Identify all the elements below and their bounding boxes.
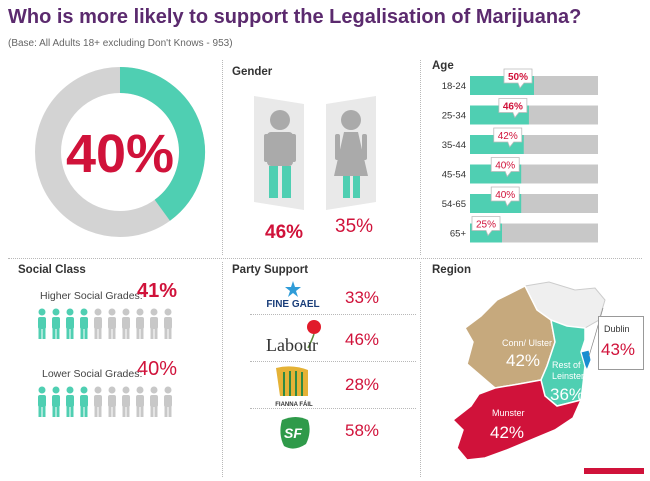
higher-grades-people	[38, 308, 172, 339]
person-icon	[66, 308, 74, 339]
region-dublin-label: Dublin	[604, 324, 630, 334]
region-dublin-value: 43%	[601, 340, 636, 359]
age-data-label: 50%	[508, 72, 528, 83]
region-title: Region	[432, 264, 471, 276]
age-callout	[503, 68, 533, 89]
region-dublin	[580, 349, 592, 372]
party-fine-gael-value: 33%	[345, 288, 380, 307]
age-chart: 18-24 50% 25-34 46% 35-44 42% 45-54 40% 54-65 40%…	[442, 68, 598, 243]
age-tick-label: 18-24	[442, 81, 466, 92]
fianna-fail-logo: FIANNA FÁIL	[275, 366, 313, 408]
person-icon	[94, 386, 102, 417]
divider	[8, 258, 642, 259]
fine-gael-wordmark: FINE GAEL	[266, 299, 319, 310]
age-data-label: 40%	[495, 161, 515, 172]
overall-donut: 40%	[35, 67, 205, 237]
region-munster-value: 42%	[490, 423, 525, 442]
age-callout	[471, 216, 501, 237]
fine-gael-logo: FINE GAEL	[266, 281, 320, 310]
age-callout	[490, 157, 520, 178]
age-data-label: 46%	[503, 102, 523, 113]
fianna-fail-wordmark: FIANNA FÁIL	[275, 401, 313, 408]
party-title: Party Support	[232, 264, 309, 276]
age-tick-label: 45-54	[442, 170, 466, 181]
age-data-label: 42%	[498, 131, 518, 142]
person-icon	[52, 386, 60, 417]
lower-grades-value: 40%	[137, 358, 178, 380]
person-icon	[122, 308, 130, 339]
higher-grades-value: 41%	[137, 280, 178, 302]
person-icon	[66, 386, 74, 417]
gender-female-value: 35%	[335, 216, 374, 237]
party-labour-value: 46%	[345, 330, 380, 349]
person-icon	[164, 308, 172, 339]
social-title: Social Class	[18, 264, 86, 276]
donut-arc	[119, 67, 205, 221]
dublin-callout	[598, 316, 644, 370]
person-icon	[108, 308, 116, 339]
region-rest-of-leinster	[540, 318, 586, 407]
person-icon	[52, 308, 60, 339]
sinn-fein-logo: SF	[280, 417, 310, 449]
divider	[222, 262, 223, 477]
person-icon	[108, 386, 116, 417]
sinn-fein-wordmark: SF	[284, 425, 302, 441]
person-icon	[150, 308, 158, 339]
person-icon	[150, 386, 158, 417]
age-callout	[498, 98, 528, 119]
age-callout	[490, 186, 520, 207]
person-icon	[164, 386, 172, 417]
age-callout	[493, 127, 523, 148]
labour-logo: Labour	[266, 320, 321, 355]
overall-value: 40%	[66, 124, 174, 184]
region-munster	[451, 379, 583, 461]
age-data-label: 25%	[476, 220, 496, 231]
male-icon	[264, 110, 296, 198]
age-tick-label: 35-44	[442, 140, 466, 151]
age-tick-label: 65+	[450, 229, 467, 240]
divider	[222, 60, 223, 255]
gender-male-value: 46%	[265, 222, 304, 243]
age-data-label: 40%	[495, 190, 515, 201]
party-divider	[250, 408, 416, 409]
lower-grades-label: Lower Social Grades:	[42, 368, 143, 380]
divider	[420, 60, 421, 255]
region-munster-label: Munster	[492, 408, 525, 418]
party-divider	[250, 314, 416, 315]
page-title: Who is more likely to support the Legali…	[8, 6, 582, 28]
region-conn-label: Conn/ Ulster	[502, 338, 553, 348]
age-tick-label: 25-34	[442, 111, 466, 122]
decorative-accent	[584, 468, 644, 474]
person-icon	[38, 386, 46, 417]
person-icon	[136, 386, 144, 417]
region-conn-value: 42%	[506, 351, 541, 370]
person-icon	[38, 308, 46, 339]
base-note: (Base: All Adults 18+ excluding Don't Kn…	[8, 38, 233, 49]
age-title: Age	[432, 60, 454, 72]
party-divider	[250, 361, 416, 362]
party-sinn-fein-value: 58%	[345, 421, 380, 440]
labour-wordmark: Labour	[266, 335, 318, 355]
person-icon	[122, 386, 130, 417]
gender-title: Gender	[232, 66, 273, 78]
party-fianna-fail-value: 28%	[345, 375, 380, 394]
person-icon	[80, 386, 88, 417]
higher-grades-label: Higher Social Grades:	[40, 290, 143, 302]
age-tick-label: 54-65	[442, 199, 466, 210]
female-icon	[334, 110, 368, 198]
person-icon	[80, 308, 88, 339]
gender-figures	[254, 96, 376, 210]
region-leinster-value: 36%	[550, 385, 585, 404]
person-icon	[136, 308, 144, 339]
lower-grades-people	[38, 386, 172, 417]
region-leinster-label: Rest of Leinster	[552, 360, 585, 381]
person-icon	[94, 308, 102, 339]
divider	[420, 262, 421, 477]
region-map	[451, 281, 606, 461]
